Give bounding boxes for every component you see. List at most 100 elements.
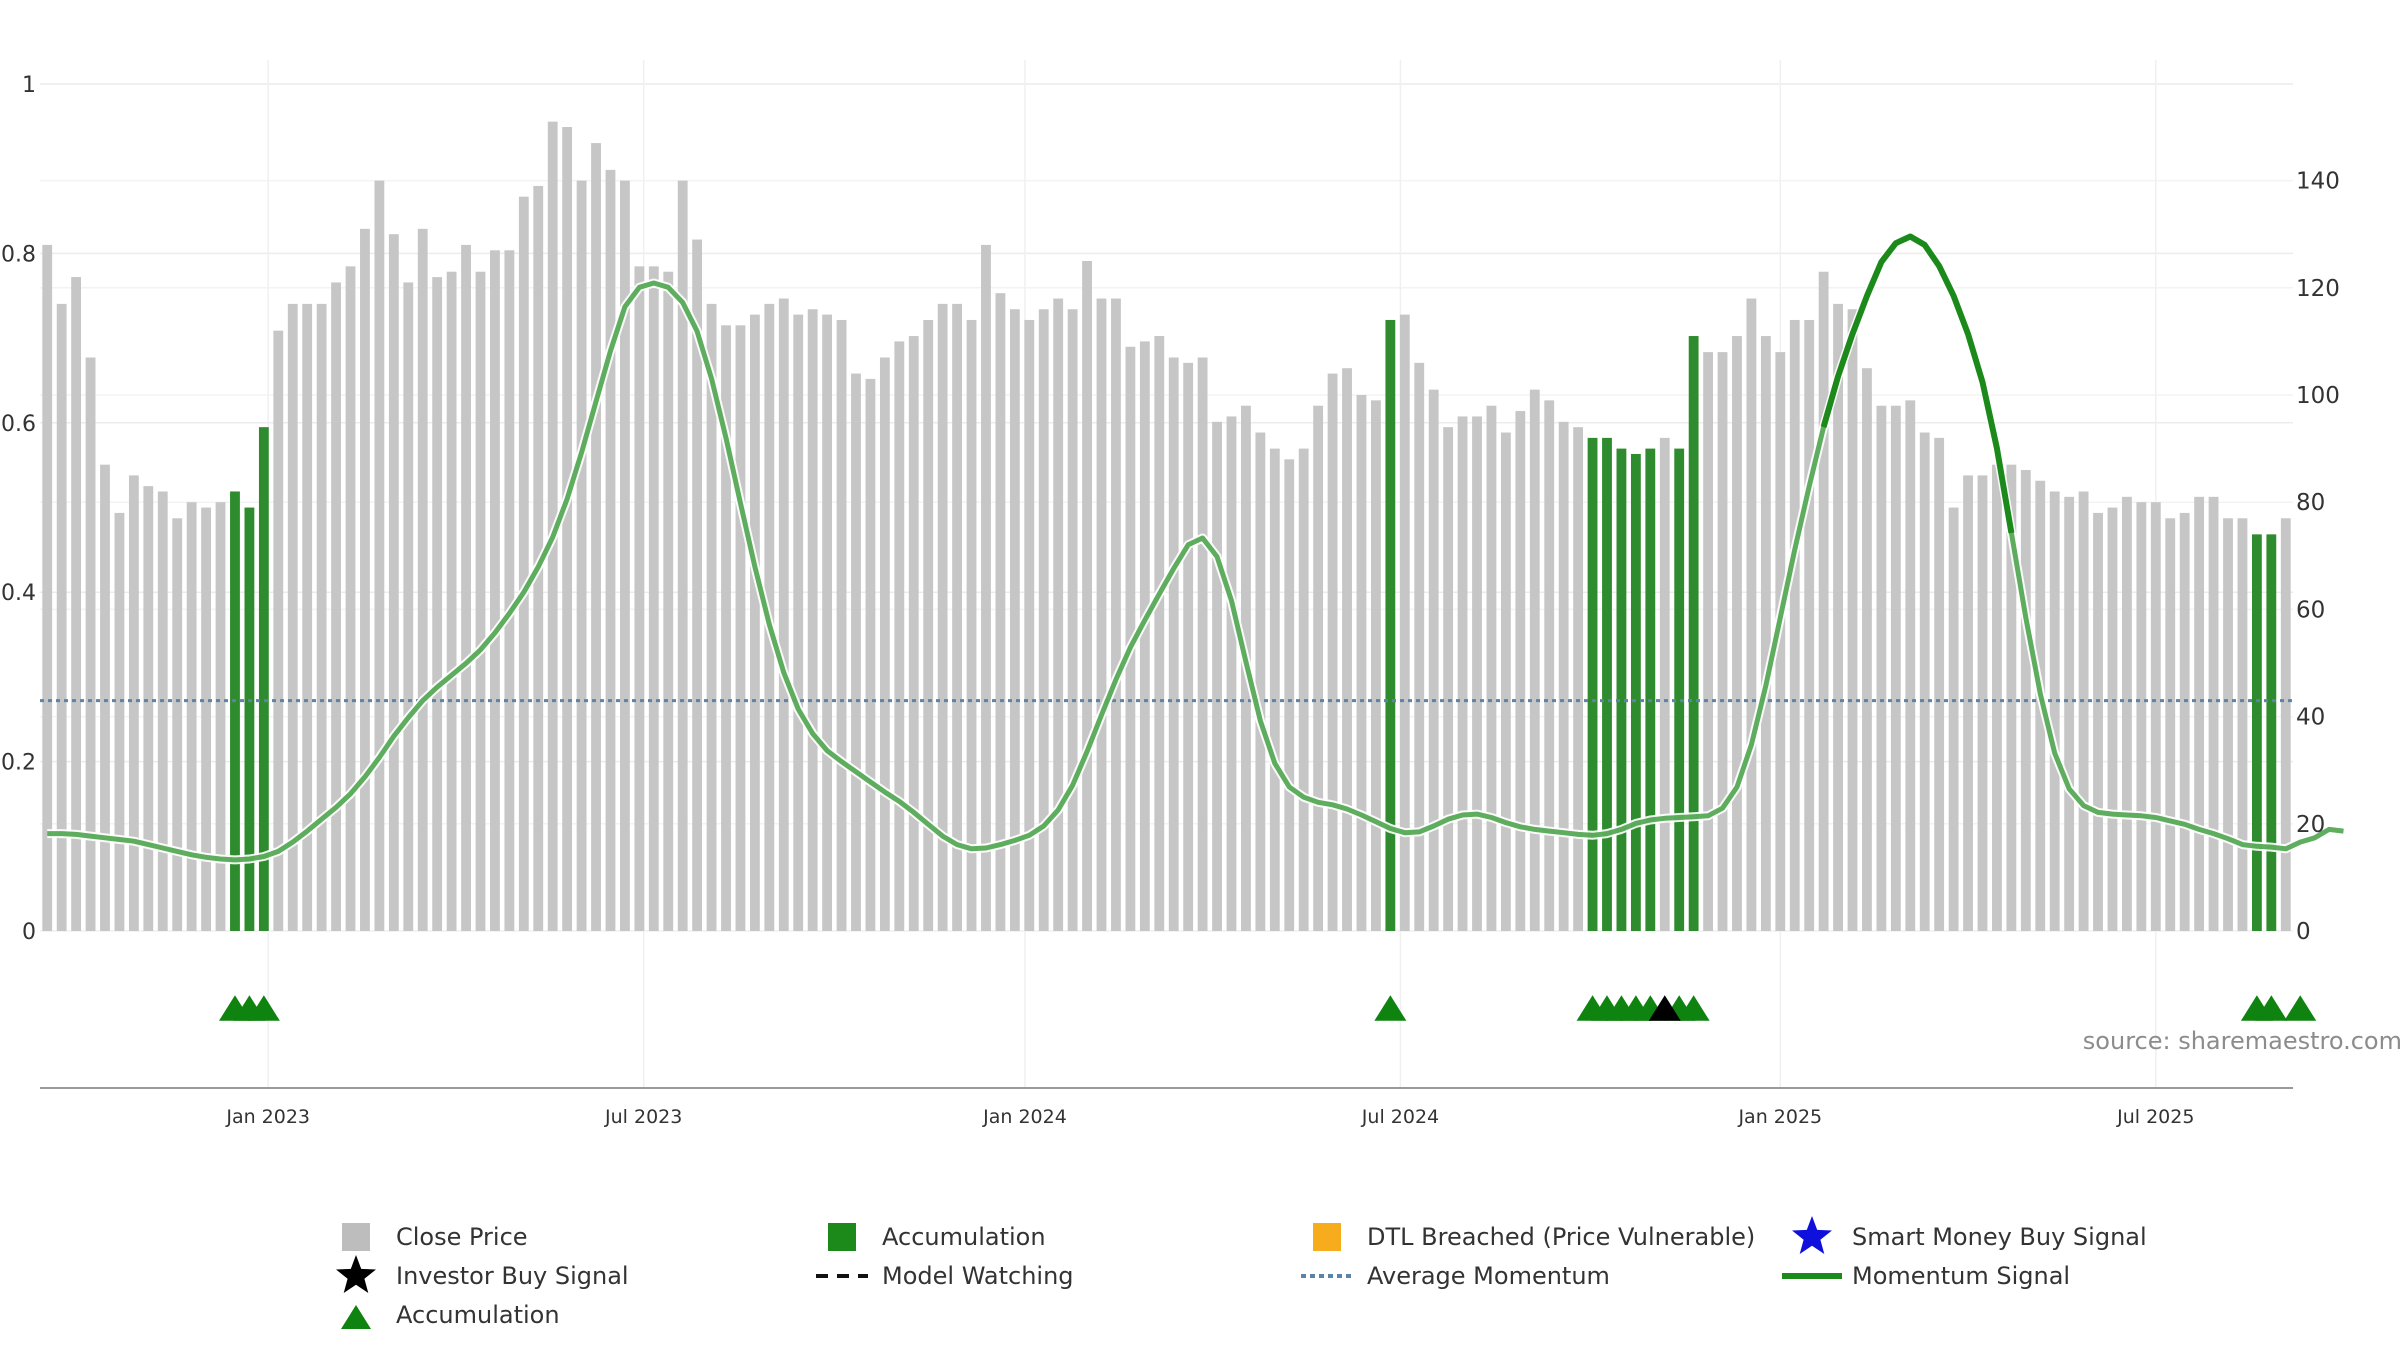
price-bar — [1804, 319, 1815, 932]
price-bar — [2078, 491, 2089, 931]
accumulation-bar — [258, 427, 269, 931]
accumulation-bar — [2266, 534, 2277, 931]
price-bar — [605, 169, 616, 931]
right-tick-label: 140 — [2296, 169, 2340, 195]
price-bar — [1183, 362, 1194, 932]
price-bar — [1500, 432, 1511, 931]
x-tick-label: Jul 2024 — [1361, 1106, 1439, 1128]
price-bar — [1212, 421, 1222, 931]
price-bar — [1327, 373, 1338, 931]
left-tick-label: 0 — [22, 920, 36, 945]
accumulation-bar — [1602, 437, 1612, 931]
price-bar — [1197, 357, 1208, 932]
price-bar — [1486, 405, 1497, 932]
price-bar — [1659, 437, 1670, 931]
accumulation-bar — [1616, 448, 1627, 931]
price-bar — [1977, 475, 1988, 931]
price-bar — [648, 266, 659, 931]
price-bar — [1168, 357, 1179, 932]
legend-label: Average Momentum — [1367, 1262, 1610, 1290]
legend-label: Momentum Signal — [1852, 1262, 2070, 1290]
legend-label: Model Watching — [882, 1262, 1074, 1290]
price-bar — [923, 319, 934, 932]
right-tick-label: 60 — [2296, 597, 2325, 623]
price-bar — [851, 373, 861, 931]
price-bar — [2107, 507, 2118, 931]
accumulation-marker — [247, 995, 280, 1021]
price-bar — [1111, 298, 1121, 931]
price-bar — [157, 491, 168, 931]
price-bar — [1515, 411, 1526, 932]
price-bar — [2006, 464, 2017, 931]
price-bar — [128, 475, 139, 931]
price-bar — [966, 319, 977, 932]
price-bar — [822, 314, 833, 932]
legend-label: Close Price — [396, 1223, 528, 1251]
legend-label: Investor Buy Signal — [396, 1262, 629, 1290]
price-bar — [620, 180, 630, 932]
price-bar — [836, 319, 847, 932]
accumulation-marker — [2255, 995, 2288, 1021]
legend-label: DTL Breached (Price Vulnerable) — [1367, 1223, 1755, 1251]
source-label: source: sharemaestro.com — [2083, 1027, 2400, 1055]
price-bar — [793, 314, 804, 932]
price-bar — [360, 228, 370, 932]
price-bar — [2150, 502, 2161, 931]
price-bar — [316, 303, 327, 931]
price-bar — [2136, 502, 2147, 931]
price-bar — [1313, 405, 1324, 932]
price-bar — [417, 228, 428, 932]
price-bar — [735, 325, 746, 931]
price-bar — [1544, 400, 1555, 931]
legend-green-triangle — [341, 1305, 371, 1329]
price-bar — [981, 244, 991, 932]
price-bar — [273, 330, 284, 931]
right-tick-label: 80 — [2296, 490, 2325, 516]
price-bar — [677, 180, 688, 932]
price-bar — [1905, 400, 1916, 931]
left-tick-label: 0.4 — [1, 581, 36, 606]
left-tick-label: 0.6 — [1, 412, 36, 437]
price-bar — [937, 303, 948, 931]
price-bar — [1298, 448, 1309, 931]
price-bar — [1948, 507, 1959, 931]
legend-label: Accumulation — [396, 1301, 560, 1329]
price-bar — [2165, 518, 2176, 931]
price-bar — [1255, 432, 1266, 931]
price-bar — [692, 239, 703, 931]
legend-label: Accumulation — [882, 1223, 1046, 1251]
price-bar — [100, 464, 110, 931]
price-bar — [1573, 427, 1584, 931]
price-bar — [1067, 309, 1078, 931]
price-bar — [2208, 496, 2219, 931]
price-bar — [706, 303, 717, 931]
right-tick-label: 100 — [2296, 383, 2340, 409]
price-bar — [1890, 405, 1901, 932]
price-bar — [1399, 314, 1410, 932]
legend-gray-square — [342, 1223, 370, 1251]
legend-blue-star — [1792, 1216, 1832, 1254]
price-bar — [2237, 518, 2248, 931]
x-tick-label: Jul 2025 — [2116, 1106, 2194, 1128]
price-bar — [1457, 416, 1468, 931]
price-bar — [1269, 448, 1280, 931]
price-bar — [2280, 518, 2291, 931]
price-bar — [1703, 352, 1713, 931]
price-bar — [1226, 416, 1237, 931]
x-tick-label: Jul 2023 — [604, 1106, 682, 1128]
price-bar — [201, 507, 211, 931]
price-bar — [778, 298, 789, 931]
price-bar — [1775, 352, 1786, 931]
price-bar — [894, 341, 905, 931]
accumulation-bar — [1587, 437, 1598, 931]
price-bar — [1154, 336, 1165, 931]
price-bar — [85, 357, 96, 932]
price-bar — [807, 309, 818, 931]
price-bar — [1053, 298, 1064, 931]
price-bar — [1472, 416, 1482, 931]
price-bar — [215, 502, 226, 931]
legend-green-square — [828, 1223, 856, 1251]
price-bar — [1847, 309, 1858, 931]
